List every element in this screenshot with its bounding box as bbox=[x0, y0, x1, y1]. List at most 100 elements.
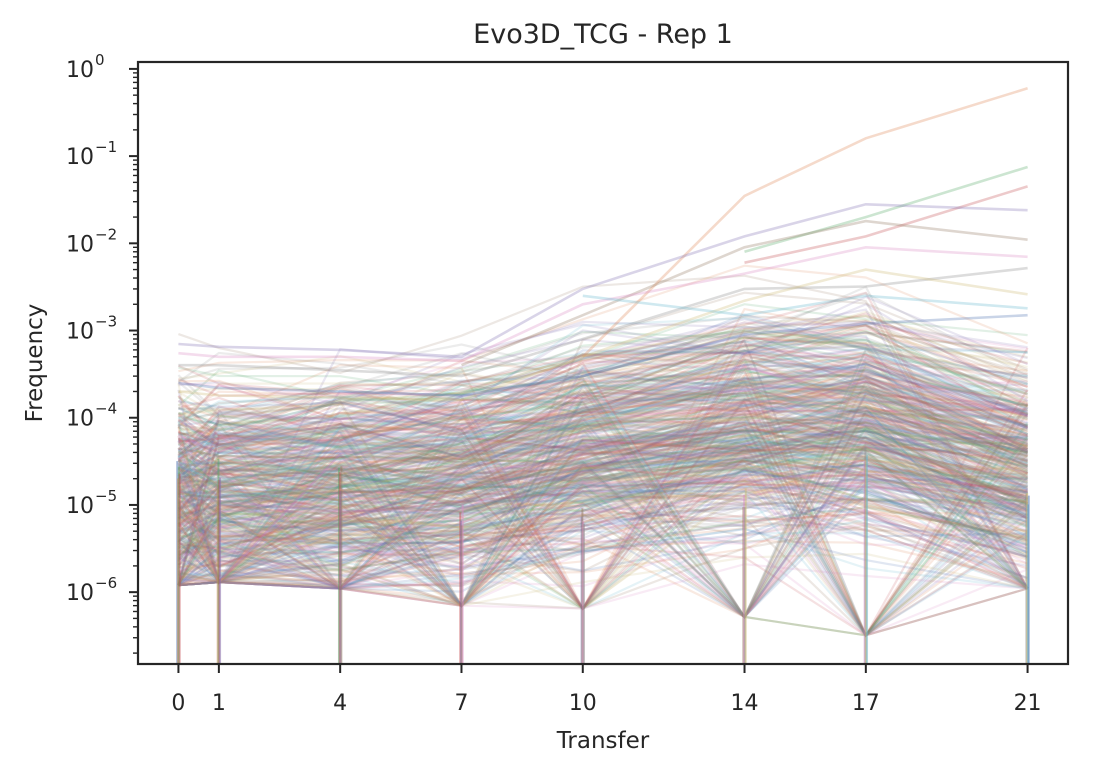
lineage-line bbox=[178, 446, 1028, 568]
lineage-line bbox=[178, 334, 1029, 590]
lineage-line bbox=[177, 383, 1029, 586]
series-line bbox=[178, 245, 1028, 363]
lineage-line bbox=[178, 381, 1028, 452]
lineage-line bbox=[178, 347, 1029, 449]
lineage-line bbox=[177, 432, 1028, 610]
lineage-line bbox=[177, 368, 1028, 493]
lineage-line bbox=[178, 414, 1028, 497]
lineage-line bbox=[178, 422, 1028, 637]
lineage-line bbox=[178, 462, 1028, 610]
lineage-line bbox=[178, 460, 1028, 590]
lineage-line bbox=[178, 440, 1028, 499]
y-tick-label: 10 bbox=[66, 407, 94, 432]
lineage-line bbox=[178, 398, 1028, 608]
lineage-line bbox=[177, 414, 1028, 511]
y-tick-label: 10 bbox=[66, 145, 94, 170]
lineage-line bbox=[178, 458, 1029, 559]
lineage-line bbox=[178, 401, 1028, 591]
lineage-line bbox=[177, 469, 1028, 590]
lineage-line bbox=[177, 324, 1029, 457]
lineage-line bbox=[178, 348, 1028, 620]
lineage-line bbox=[177, 387, 1028, 489]
lineage-line bbox=[177, 472, 1028, 587]
lineage-line bbox=[177, 459, 1028, 563]
lineage-line bbox=[178, 367, 1028, 455]
lineage-line bbox=[178, 465, 1028, 560]
lineage-line bbox=[177, 420, 1029, 584]
lineage-line bbox=[178, 552, 1028, 607]
lineage-line bbox=[177, 472, 1029, 637]
lineage-line bbox=[177, 441, 1028, 546]
lineage-line bbox=[177, 432, 1029, 544]
lineage-line bbox=[178, 393, 1028, 461]
lineage-line bbox=[177, 405, 1028, 511]
lineage-line bbox=[177, 429, 1029, 590]
lineage-line bbox=[177, 485, 1028, 575]
lineage-line bbox=[177, 349, 1028, 459]
lineage-line bbox=[177, 465, 1028, 547]
lineage-line bbox=[177, 404, 1028, 510]
lineage-line bbox=[178, 336, 1029, 611]
lineage-line bbox=[178, 403, 1028, 608]
lineage-line bbox=[178, 376, 1028, 591]
lineage-line bbox=[178, 375, 1029, 482]
lineage-line bbox=[177, 414, 1028, 517]
lineage-line bbox=[178, 378, 1029, 502]
series-line bbox=[744, 185, 1028, 264]
series-line bbox=[582, 294, 1028, 317]
lineage-line bbox=[178, 401, 1029, 501]
lineage-line bbox=[177, 376, 1029, 585]
lineage-line bbox=[177, 365, 1028, 585]
lineage-line bbox=[177, 378, 1028, 620]
lineage-line bbox=[178, 412, 1029, 638]
lineage-line bbox=[177, 340, 1029, 638]
lineage-line bbox=[177, 439, 1029, 619]
lineage-line bbox=[178, 544, 1028, 637]
lineage-line bbox=[178, 454, 1029, 607]
lineage-line bbox=[177, 331, 1028, 429]
lineage-line bbox=[177, 433, 1028, 619]
y-tick-label: 10 bbox=[66, 494, 94, 519]
lineage-line bbox=[177, 479, 1029, 590]
lineage-line bbox=[178, 404, 1028, 505]
lineage-line bbox=[177, 377, 1029, 608]
lineage-line bbox=[178, 484, 1028, 576]
lineage-line bbox=[178, 363, 1028, 493]
lineage-line bbox=[177, 429, 1029, 584]
lineage-line bbox=[177, 475, 1028, 563]
lineage-line bbox=[177, 361, 1028, 477]
lineage-line bbox=[177, 501, 1028, 587]
lineage-line bbox=[177, 431, 1028, 531]
lineage-line bbox=[177, 479, 1028, 585]
lineage-line bbox=[178, 379, 1029, 473]
lineage-line bbox=[178, 473, 1028, 577]
lineage-line bbox=[178, 419, 1029, 491]
lineage-line bbox=[178, 447, 1028, 526]
lineage-line bbox=[177, 437, 1029, 637]
lineage-line bbox=[177, 464, 1028, 619]
x-tick-label: 0 bbox=[171, 691, 185, 716]
lineage-line bbox=[177, 395, 1029, 584]
lineage-line bbox=[177, 399, 1028, 585]
lineage-line bbox=[177, 434, 1028, 608]
lineage-line bbox=[177, 514, 1028, 590]
y-tick-exponent: −3 bbox=[95, 313, 117, 331]
lineage-line bbox=[177, 464, 1028, 569]
lineage-line bbox=[177, 366, 1028, 585]
lineage-line bbox=[178, 388, 1028, 619]
lineage-line bbox=[178, 406, 1028, 475]
lineage-line bbox=[178, 563, 1028, 610]
lineage-line bbox=[178, 472, 1028, 579]
lineage-line bbox=[178, 381, 1028, 456]
lineage-line bbox=[177, 385, 1029, 591]
lineage-line bbox=[177, 413, 1029, 586]
lineage-line bbox=[177, 402, 1028, 473]
lineage-line bbox=[178, 480, 1028, 532]
lineage-line bbox=[178, 421, 1029, 611]
lineage-line bbox=[178, 373, 1028, 456]
lineage-line bbox=[178, 476, 1028, 590]
lineage-line bbox=[177, 318, 1028, 585]
background-lines bbox=[177, 264, 1029, 638]
lineage-line bbox=[177, 390, 1029, 526]
lineage-line bbox=[178, 321, 1028, 405]
